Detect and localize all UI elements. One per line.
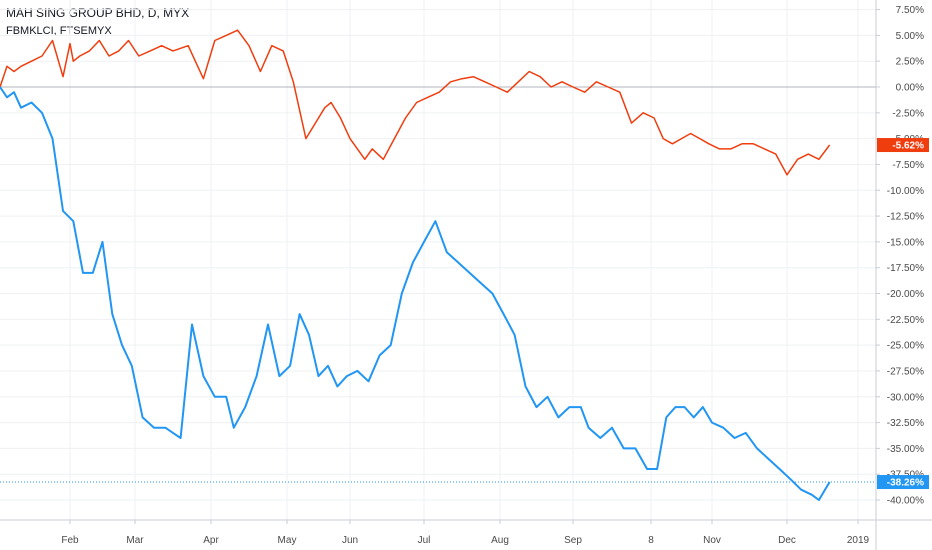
series-line-mah-sing: [0, 86, 831, 501]
x-tick-label: 2019: [847, 535, 870, 546]
compare-symbol-label[interactable]: FBMKLCI, FTSEMYX: [6, 25, 112, 37]
y-tick-label: -20.00%: [887, 289, 924, 300]
y-tick-label: -12.50%: [887, 212, 924, 223]
y-tick-label: -10.00%: [887, 186, 924, 197]
y-tick-label: -15.00%: [887, 237, 924, 248]
y-tick-label: -35.00%: [887, 444, 924, 455]
y-tick-label: -27.50%: [887, 366, 924, 377]
x-tick-label: Aug: [491, 535, 509, 546]
x-tick-label: Mar: [126, 535, 144, 546]
y-tick-label: -2.50%: [892, 108, 924, 119]
x-tick-label: Jul: [418, 535, 431, 546]
y-tick-label: -7.50%: [892, 160, 924, 171]
last-value-label: -38.26%: [887, 478, 924, 489]
series-line-fbmklci: [0, 29, 831, 176]
x-tick-label: 8: [648, 535, 654, 546]
x-tick-label: Feb: [61, 535, 79, 546]
x-tick-label: Nov: [703, 535, 721, 546]
last-value-label: -5.62%: [892, 141, 924, 152]
x-tick-label: Apr: [203, 535, 219, 546]
x-tick-label: Dec: [778, 535, 796, 546]
y-tick-label: -40.00%: [887, 496, 924, 507]
y-tick-label: -25.00%: [887, 341, 924, 352]
y-tick-label: 0.00%: [896, 83, 924, 94]
y-tick-label: -17.50%: [887, 263, 924, 274]
y-tick-label: -30.00%: [887, 392, 924, 403]
y-tick-label: 7.50%: [896, 5, 924, 16]
x-tick-label: Sep: [564, 535, 582, 546]
last-value-badge: [877, 475, 929, 490]
y-tick-label: -22.50%: [887, 315, 924, 326]
y-tick-label: 2.50%: [896, 57, 924, 68]
y-tick-label: -32.50%: [887, 418, 924, 429]
x-tick-label: May: [278, 535, 297, 546]
y-tick-label: 5.00%: [896, 31, 924, 42]
last-value-badge: [877, 138, 929, 153]
x-tick-label: Jun: [342, 535, 358, 546]
